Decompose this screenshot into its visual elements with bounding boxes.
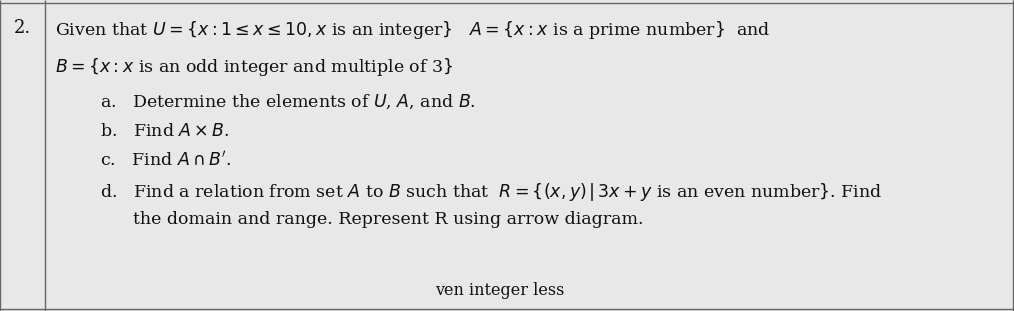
Text: Given that $U = \{x:1\leq x\leq 10, x$ is an integer$\}$   $A = \{x: x$ is a pri: Given that $U = \{x:1\leq x\leq 10, x$ i… xyxy=(55,19,771,41)
Text: the domain and range. Represent R using arrow diagram.: the domain and range. Represent R using … xyxy=(100,211,644,228)
Text: d.   Find a relation from set $A$ to $B$ such that  $R = \{(x, y)\,|\,3x+y$ is a: d. Find a relation from set $A$ to $B$ s… xyxy=(100,181,882,203)
Text: a.   Determine the elements of $U$, $A$, and $B$.: a. Determine the elements of $U$, $A$, a… xyxy=(100,93,476,111)
Text: ven integer less: ven integer less xyxy=(435,282,565,299)
Text: 2.: 2. xyxy=(13,19,30,37)
Text: $B = \{x: x$ is an odd integer and multiple of 3$\}$: $B = \{x: x$ is an odd integer and multi… xyxy=(55,56,453,78)
Text: c.   Find $A\cap B'$.: c. Find $A\cap B'$. xyxy=(100,151,231,170)
Text: b.   Find $A\times B$.: b. Find $A\times B$. xyxy=(100,123,230,140)
